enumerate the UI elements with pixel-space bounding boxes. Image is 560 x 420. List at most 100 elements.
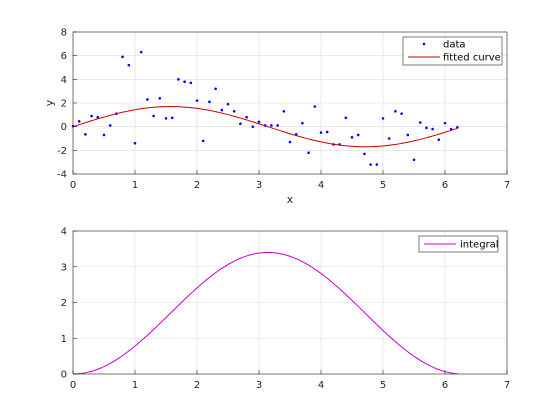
data-point (108, 124, 112, 127)
data-point (177, 78, 180, 81)
data-point (257, 120, 261, 124)
data-point (90, 114, 93, 118)
data-point (356, 133, 360, 137)
data-point (245, 115, 248, 119)
data-point (158, 96, 162, 100)
data-point (77, 120, 81, 123)
legend-integral-label: integral (460, 240, 499, 251)
data-point (387, 137, 391, 140)
bottom-x-tick-label: 3 (256, 380, 262, 391)
top-y-tick-label: 8 (61, 28, 67, 39)
top-y-tick-label: 2 (61, 99, 67, 110)
data-point (443, 121, 447, 125)
legend-data-marker (422, 42, 426, 46)
data-point (239, 122, 242, 126)
top-y-tick-label: -4 (57, 170, 67, 181)
data-point (319, 131, 323, 134)
data-point (170, 116, 174, 120)
top-y-tick-label: 0 (61, 122, 67, 133)
data-point (146, 98, 149, 101)
data-point (394, 109, 397, 113)
data-point (152, 114, 155, 118)
top-x-tick-label: 4 (318, 180, 324, 191)
data-point (406, 133, 410, 137)
data-point (418, 121, 422, 124)
data-point (400, 112, 403, 115)
data-point (251, 125, 255, 128)
top-axes: 0 1 2 3 4 5 6 7 -4 -2 0 2 4 6 8 x y data fitted curve (43, 28, 510, 207)
bottom-legend-box (418, 235, 499, 253)
data-point (102, 133, 106, 137)
legend-data-label: data (443, 40, 466, 51)
bottom-x-tick-label: 1 (132, 380, 138, 391)
data-point (133, 141, 137, 145)
top-x-tick-label: 5 (380, 180, 386, 191)
legend-fitted-curve-label: fitted curve (443, 53, 501, 64)
data-point (282, 109, 286, 113)
data-point (208, 100, 211, 104)
data-point (363, 152, 366, 156)
data-point (437, 138, 441, 141)
bottom-x-tick-label: 2 (194, 380, 200, 391)
bottom-x-tick-label: 7 (504, 380, 510, 391)
data-point (456, 125, 459, 129)
bottom-legend: integral (418, 235, 499, 253)
data-point (288, 140, 292, 144)
top-x-tick-label: 0 (70, 180, 76, 191)
bottom-x-tick-label: 0 (70, 380, 76, 391)
bottom-tick-labels: 0 1 2 3 4 5 6 7 0 1 2 3 4 (61, 227, 511, 392)
top-x-tick-label: 1 (132, 180, 138, 191)
data-point (412, 158, 416, 162)
data-point (220, 108, 224, 112)
data-point (301, 121, 304, 125)
data-point (431, 127, 434, 131)
bottom-y-tick-label: 2 (61, 298, 67, 309)
data-point (139, 50, 143, 54)
data-point (375, 163, 379, 166)
top-y-axis-label: y (43, 99, 56, 106)
data-point (313, 105, 317, 108)
data-point (189, 81, 193, 85)
bottom-y-tick-label: 3 (61, 262, 67, 273)
data-point (214, 87, 217, 91)
data-point (164, 117, 168, 120)
top-x-tick-label: 6 (442, 180, 448, 191)
bottom-x-tick-label: 5 (380, 380, 386, 391)
integral-line (72, 251, 458, 375)
top-x-tick-label: 3 (256, 180, 262, 191)
bottom-series (72, 251, 458, 375)
data-point (84, 133, 87, 136)
bottom-x-tick-label: 6 (442, 380, 448, 391)
data-point (344, 116, 348, 120)
data-point (121, 55, 124, 59)
top-tick-labels: 0 1 2 3 4 5 6 7 -4 -2 0 2 4 6 8 (57, 28, 510, 192)
data-point (232, 109, 236, 113)
data-point (350, 136, 354, 139)
top-x-tick-label: 2 (194, 180, 200, 191)
data-point (226, 102, 230, 106)
data-point (369, 163, 372, 166)
top-y-tick-label: -2 (57, 146, 67, 157)
data-point (201, 139, 205, 143)
top-y-tick-label: 6 (61, 51, 67, 62)
top-series (71, 50, 459, 166)
fitted-curve-line (72, 106, 458, 148)
data-point (96, 115, 100, 119)
data-point (307, 151, 310, 154)
data-point (276, 124, 279, 127)
bottom-y-tick-label: 4 (61, 227, 67, 238)
data-point (325, 130, 329, 134)
top-legend: data fitted curve (402, 36, 503, 66)
data-point (270, 124, 273, 127)
bottom-y-tick-label: 1 (61, 334, 67, 345)
top-x-tick-label: 7 (504, 180, 510, 191)
data-point (381, 117, 385, 120)
data-point (195, 99, 199, 102)
top-y-tick-label: 4 (61, 75, 67, 86)
data-point (183, 80, 186, 83)
bottom-axes: 0 1 2 3 4 5 6 7 0 1 2 3 4 integral (61, 227, 511, 392)
bottom-x-tick-label: 4 (318, 380, 324, 391)
top-legend-box (402, 36, 503, 66)
bottom-y-tick-label: 0 (61, 370, 67, 381)
